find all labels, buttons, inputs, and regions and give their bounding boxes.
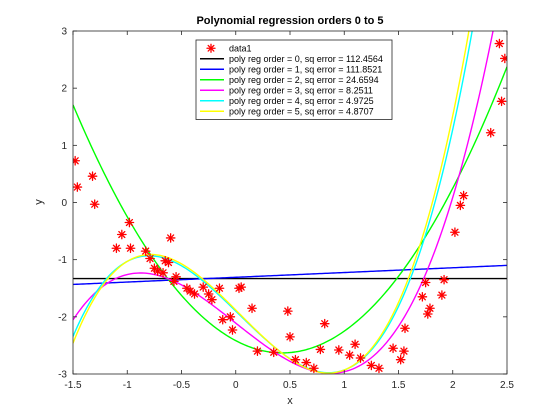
y-tick-label: -3 (58, 370, 67, 381)
data-point (400, 323, 410, 334)
x-axis-label: x (287, 395, 293, 407)
data-point (437, 290, 447, 300)
x-tick-label: 0.5 (283, 380, 297, 391)
fit-curve-order-1 (73, 264, 507, 286)
data-point (214, 283, 225, 294)
legend-entry: poly reg order = 5, sq error = 4.8707 (229, 106, 374, 116)
x-tick-label: -1.5 (64, 380, 82, 391)
data-point (374, 363, 384, 374)
data-point (171, 271, 181, 282)
axis-ticks: -1.5 -1 -0.5 0 0.5 1 1.5 2 2.5 -3 -2 -1 0 1 2 3 (58, 27, 514, 392)
data-point (344, 350, 355, 360)
y-tick-label: -2 (58, 312, 67, 323)
x-tick-label: 2 (450, 380, 456, 391)
plot-frame (72, 30, 508, 375)
data-point (494, 38, 505, 49)
data-point (73, 182, 83, 192)
legend-entry: data1 (229, 43, 252, 53)
data-point (145, 253, 155, 264)
legend-entry: poly reg order = 3, sq error = 8.2511 (229, 85, 373, 95)
data-point (388, 343, 398, 354)
data-point (268, 347, 279, 358)
data-points (73, 38, 507, 374)
data-point (395, 354, 406, 365)
data-point (458, 190, 469, 201)
data-point (417, 291, 428, 302)
x-tick-label: 0 (233, 380, 239, 391)
chart-title: Polynomial regression orders 0 to 5 (196, 15, 383, 27)
data-point (140, 246, 151, 256)
data-point (111, 243, 122, 254)
y-tick-label: 3 (61, 27, 67, 38)
y-tick-label: -1 (58, 255, 67, 266)
y-tick-label: 0 (61, 198, 67, 209)
data-point (165, 233, 176, 243)
data-point (425, 303, 435, 314)
data-point (485, 127, 496, 138)
x-tick-label: -1 (123, 380, 132, 391)
data-point (225, 311, 236, 322)
data-point (455, 200, 466, 211)
data-point (399, 346, 409, 356)
legend-entry: poly reg order = 2, sq error = 24.6594 (229, 75, 379, 85)
fit-curve-order-3 (73, 31, 494, 374)
data-point (247, 303, 257, 314)
legend-entry: poly reg order = 1, sq error = 111.8521 (229, 64, 382, 74)
y-tick-label: 2 (61, 84, 67, 95)
data-point (450, 227, 460, 238)
data-point (124, 217, 135, 228)
legend-entry: poly reg order = 4, sq error = 4.9725 (229, 96, 374, 106)
data-point (217, 314, 228, 325)
data-point (116, 229, 127, 240)
data-point (236, 282, 247, 292)
x-tick-label: 1 (341, 380, 347, 391)
data-point (301, 357, 312, 368)
data-point (315, 344, 326, 355)
data-point (158, 267, 168, 278)
data-point (285, 331, 295, 342)
data-point (496, 96, 507, 107)
data-point (309, 363, 319, 374)
legend-marker-data1 (206, 43, 216, 53)
data-point (350, 339, 360, 350)
legend-entry: poly reg order = 0, sq error = 112.4564 (229, 54, 383, 64)
data-point (439, 274, 449, 285)
data-point (420, 277, 431, 288)
data-point (125, 243, 136, 254)
data-point (290, 354, 301, 365)
data-point (198, 282, 209, 292)
data-point (333, 345, 344, 355)
data-point (227, 325, 238, 335)
x-tick-label: 1.5 (392, 380, 406, 391)
data-point (189, 289, 200, 299)
data-point (163, 257, 174, 268)
data-point (319, 318, 330, 329)
data-point (252, 346, 263, 356)
x-tick-label: -0.5 (173, 380, 191, 391)
data-point (282, 306, 293, 316)
y-axis-label: y (33, 199, 45, 205)
x-tick-label: 2.5 (500, 380, 514, 391)
data-point (87, 171, 98, 182)
data-point (89, 199, 100, 210)
data-point (355, 353, 366, 363)
y-tick-label: 1 (61, 141, 67, 152)
data-point (366, 360, 377, 371)
data-point (207, 294, 217, 305)
data-point (203, 289, 214, 299)
legend-box (195, 39, 393, 120)
